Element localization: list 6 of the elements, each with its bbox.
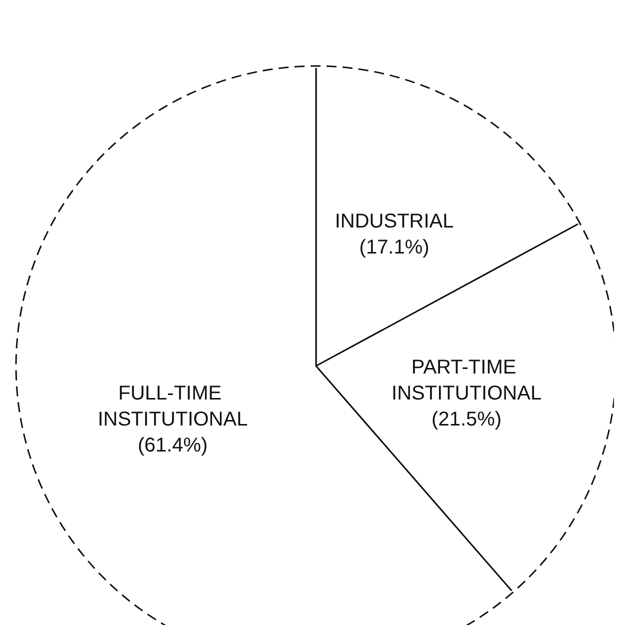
data-label: (61.4%) (138, 434, 208, 457)
slice-label: PART-TIME INSTITUTIONAL (392, 356, 542, 404)
data-label: (17.1%) (359, 236, 430, 259)
slice-label: FULL-TIME INSTITUTIONAL (98, 382, 248, 431)
slice-label: INDUSTRIAL (334, 210, 454, 233)
data-label: (21.5%) (432, 408, 502, 430)
